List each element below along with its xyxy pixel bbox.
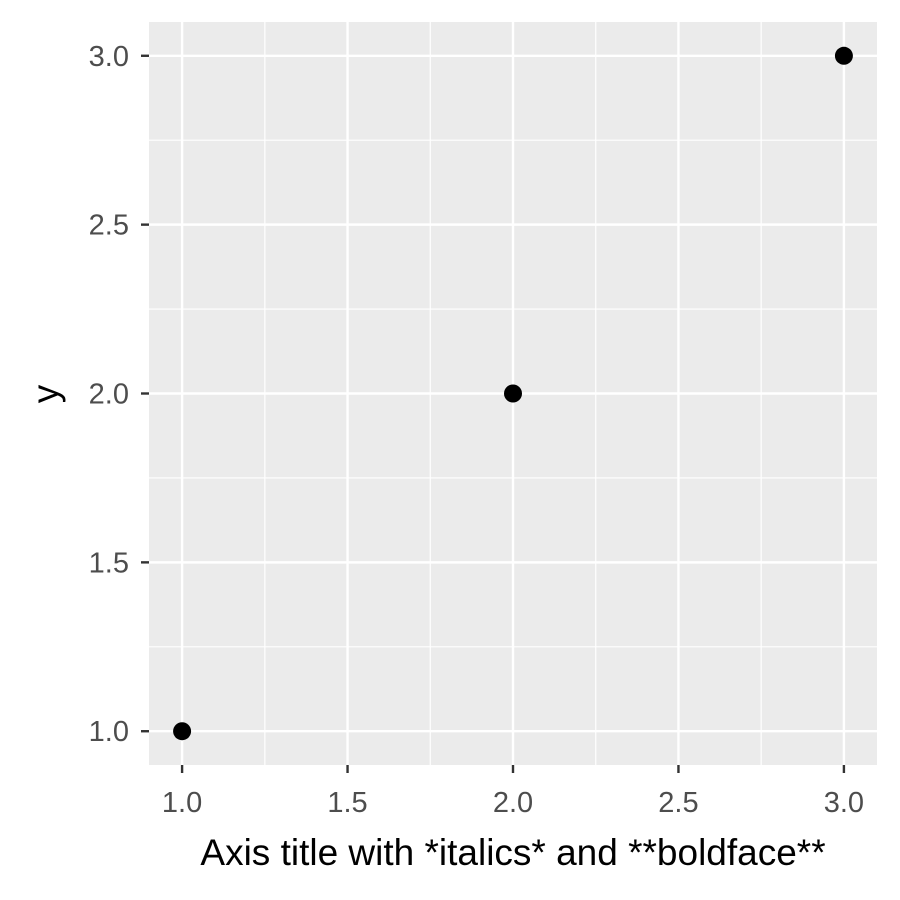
- y-axis: 1.0 1.5 2.0 2.5 3.0: [89, 41, 149, 748]
- y-axis-title: y: [25, 384, 66, 403]
- x-tick-label: 2.0: [493, 787, 533, 819]
- data-points: [173, 46, 853, 741]
- y-tick-label: 1.5: [89, 547, 129, 579]
- x-tick-label: 3.0: [824, 787, 864, 819]
- x-tick-label: 1.5: [327, 787, 367, 819]
- x-axis: 1.0 1.5 2.0 2.5 3.0: [162, 765, 864, 819]
- data-point: [834, 46, 853, 65]
- y-tick-label: 3.0: [89, 41, 129, 73]
- y-tick-label: 2.0: [89, 379, 129, 411]
- x-tick-label: 2.5: [658, 787, 698, 819]
- y-tick-label: 1.0: [89, 716, 129, 748]
- y-tick-label: 2.5: [89, 210, 129, 242]
- x-tick-label: 1.0: [162, 787, 202, 819]
- x-axis-title: Axis title with *italics* and **boldface…: [200, 832, 825, 873]
- data-point: [504, 384, 522, 403]
- data-point: [173, 722, 192, 741]
